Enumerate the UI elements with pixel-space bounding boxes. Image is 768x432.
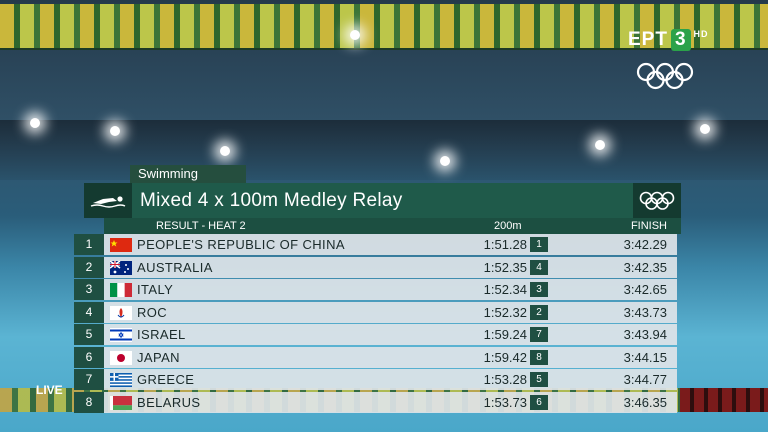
finish-time: 3:42.65 (623, 282, 667, 297)
broadcaster-logo: ΕΡΤ 3 HD (628, 29, 709, 51)
greece-flag-icon (110, 373, 132, 387)
rank: 6 (74, 346, 104, 368)
table-row: 7 GREECE 1:53.28 5 3:44.77 (74, 369, 677, 390)
country-name: PEOPLE'S REPUBLIC OF CHINA (137, 237, 345, 252)
channel-number: 3 (670, 29, 691, 51)
table-row: 8 BELARUS 1:53.73 6 3:46.35 (74, 391, 677, 413)
australia-flag-icon (110, 260, 132, 275)
split-rank: 6 (530, 394, 548, 410)
finish-time: 3:42.29 (623, 237, 667, 252)
finish-column-header: FINISH (630, 220, 667, 232)
split-time: 1:52.35 (483, 259, 527, 275)
country-name: ROC (137, 304, 168, 320)
rank: 7 (74, 369, 104, 390)
split-time: 1:51.28 (483, 237, 527, 252)
lane-rope-top (0, 4, 768, 50)
split-time: 1:52.34 (483, 282, 527, 297)
stadium-light (350, 30, 360, 40)
china-flag-icon (110, 238, 132, 252)
table-row: 6 JAPAN 1:59.42 8 3:44.15 (74, 346, 677, 368)
live-indicator: LIVE (36, 383, 63, 397)
finish-time: 3:43.73 (623, 304, 667, 320)
stadium-light (30, 118, 40, 128)
swimming-pictogram-icon (84, 183, 132, 218)
event-title: Mixed 4 x 100m Medley Relay (140, 189, 403, 211)
olympic-rings-icon (636, 62, 694, 90)
split-column-header: 200m (494, 220, 522, 232)
country-name: ISRAEL (137, 327, 186, 342)
split-time: 1:53.73 (483, 394, 527, 410)
split-time: 1:59.42 (483, 349, 527, 365)
finish-time: 3:44.77 (623, 372, 667, 387)
table-row: 5 ISRAEL 1:59.24 7 3:43.94 (74, 324, 677, 345)
heat-label: RESULT - HEAT 2 (156, 220, 246, 232)
column-header-bar: RESULT - HEAT 2 200m FINISH (104, 218, 681, 234)
rank: 3 (74, 279, 104, 300)
japan-flag-icon (110, 350, 132, 365)
stadium-light (220, 146, 230, 156)
country-name: GREECE (137, 372, 195, 387)
finish-time: 3:42.35 (623, 259, 667, 275)
finish-time: 3:46.35 (623, 394, 667, 410)
stadium-light (110, 126, 120, 136)
belarus-flag-icon (110, 395, 132, 410)
split-rank: 1 (530, 237, 548, 252)
hd-badge: HD (693, 29, 709, 39)
israel-flag-icon (110, 328, 132, 342)
split-rank: 5 (530, 372, 548, 387)
broadcaster-name: ΕΡΤ (628, 29, 668, 50)
country-name: ITALY (137, 282, 174, 297)
finish-time: 3:43.94 (623, 327, 667, 342)
roc-flag-icon (110, 305, 132, 320)
split-time: 1:52.32 (483, 304, 527, 320)
country-name: AUSTRALIA (137, 259, 213, 275)
rank: 4 (74, 301, 104, 323)
rank: 8 (74, 391, 104, 413)
split-rank: 8 (530, 349, 548, 365)
split-time: 1:59.24 (483, 327, 527, 342)
split-rank: 7 (530, 327, 548, 342)
rank: 2 (74, 256, 104, 278)
italy-flag-icon (110, 283, 132, 297)
lane-rope-red (680, 388, 768, 412)
split-rank: 2 (530, 304, 548, 320)
stadium-light (440, 156, 450, 166)
stadium-light (700, 124, 710, 134)
table-row: 3 ITALY 1:52.34 3 3:42.65 (74, 279, 677, 300)
rank: 5 (74, 324, 104, 345)
table-row: 1 PEOPLE'S REPUBLIC OF CHINA 1:51.28 1 3… (74, 234, 677, 255)
finish-time: 3:44.15 (623, 349, 667, 365)
stands-background (0, 120, 768, 180)
table-row: 2 AUSTRALIA 1:52.35 4 3:42.35 (74, 256, 677, 278)
olympic-rings-icon (633, 183, 681, 218)
country-name: BELARUS (137, 394, 201, 410)
table-row: 4 ROC 1:52.32 2 3:43.73 (74, 301, 677, 323)
stadium-light (595, 140, 605, 150)
split-rank: 4 (530, 259, 548, 275)
split-rank: 3 (530, 282, 548, 297)
sport-label: Swimming (130, 165, 246, 183)
split-time: 1:53.28 (483, 372, 527, 387)
rank: 1 (74, 234, 104, 255)
results-table: 1 PEOPLE'S REPUBLIC OF CHINA 1:51.28 1 3… (74, 234, 677, 414)
country-name: JAPAN (137, 349, 180, 365)
event-title-bar: Mixed 4 x 100m Medley Relay (84, 183, 681, 218)
